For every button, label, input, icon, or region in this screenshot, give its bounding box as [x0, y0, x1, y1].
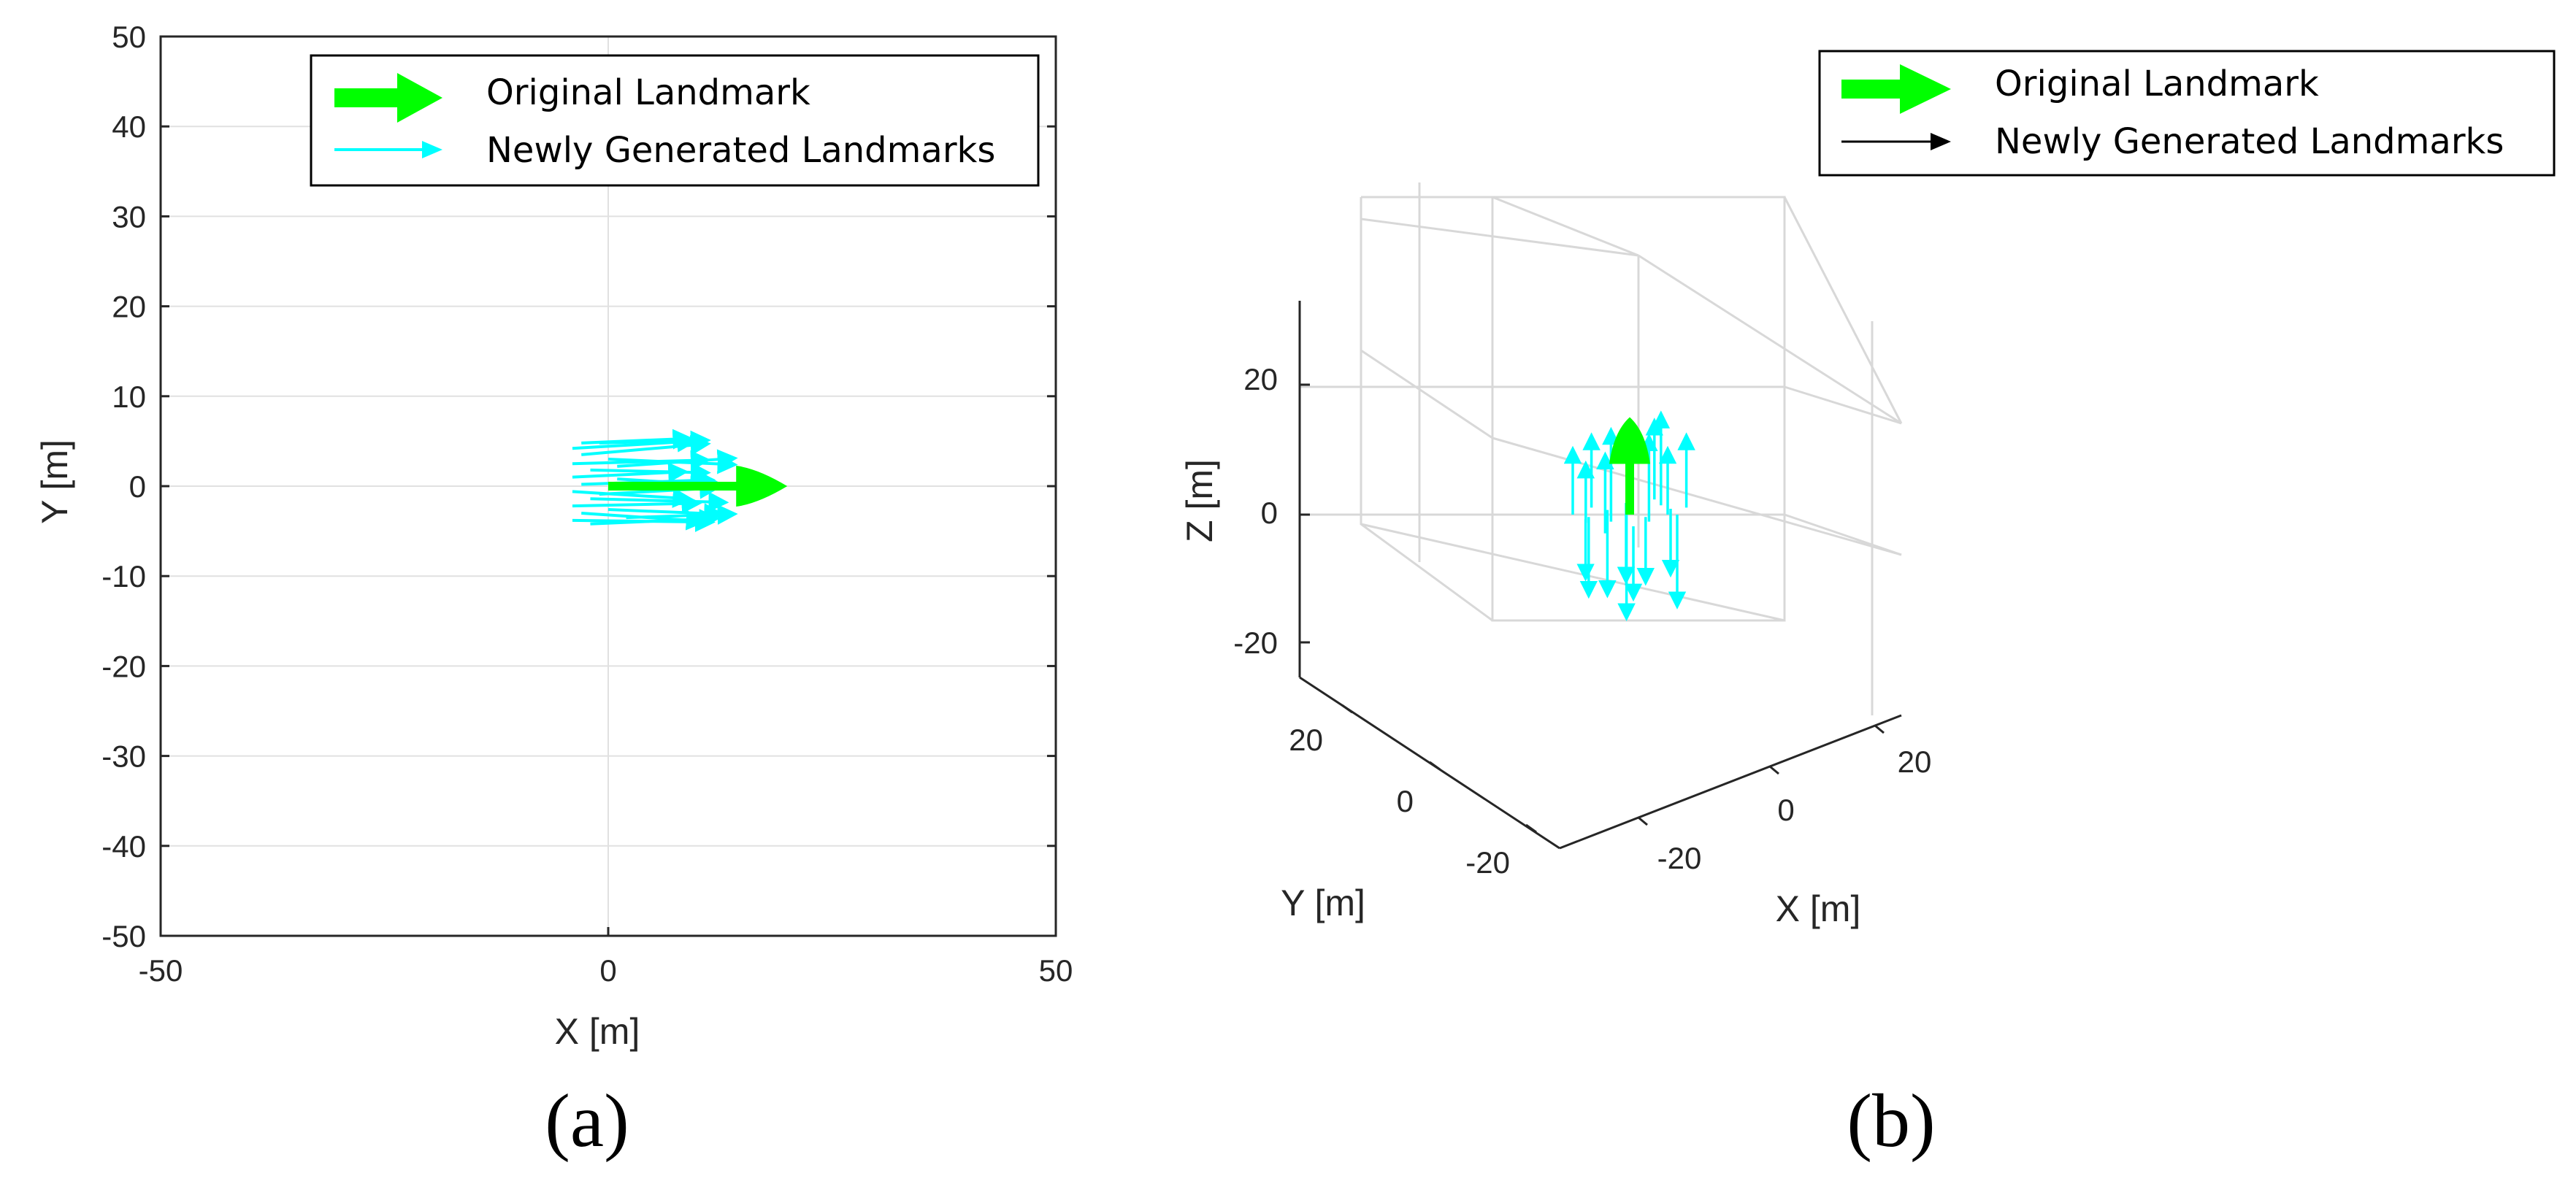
legend-box-a — [310, 54, 1040, 187]
legend-swatch-original-b — [1841, 64, 1951, 114]
legend-label-generated-b: Newly Generated Landmarks — [1995, 121, 2504, 162]
xlabel-a: X [m] — [555, 1011, 640, 1052]
ylabel-a: Y [m] — [34, 439, 75, 524]
legend-swatch-generated-a — [334, 141, 442, 158]
y-tick-label: -20 — [1465, 845, 1510, 880]
original-landmark-arrowhead — [1609, 417, 1650, 464]
y-tick-label: 10 — [112, 380, 146, 414]
panel-label-b: (b) — [1847, 1079, 1935, 1163]
z-tick-label: 0 — [1261, 496, 1278, 530]
y-tick-label: -20 — [101, 649, 146, 683]
y-tick-label: 0 — [129, 469, 146, 504]
y-tick-label: 20 — [1289, 723, 1323, 757]
y-tick-label: 20 — [112, 290, 146, 324]
generated-landmark-arrow — [572, 493, 702, 514]
axes-box-a — [159, 35, 1057, 937]
z-tick-label: -20 — [1233, 626, 1278, 660]
y-tick-label: -50 — [101, 919, 146, 953]
ylabel-b: Y [m] — [1281, 883, 1365, 923]
original-landmark-arrowhead — [736, 466, 788, 507]
y-tick-label: 30 — [112, 199, 146, 234]
x-tick-label: 20 — [1898, 745, 1932, 779]
generated-landmark-arrow — [581, 428, 694, 450]
generated-landmark-arrow — [626, 504, 738, 525]
legend-a: Original Landmark Newly Generated Landma… — [310, 54, 1040, 187]
quiver-a — [572, 428, 788, 532]
y-tick-label: -10 — [101, 559, 146, 593]
generated-landmark-arrow — [572, 462, 689, 483]
x-tick-label: 0 — [599, 953, 616, 988]
generated-landmark-arrow — [590, 491, 729, 512]
axes-3d-b — [1298, 301, 1902, 850]
y-tick-label: -30 — [101, 739, 146, 774]
y-tick-label: 0 — [1397, 784, 1414, 818]
legend-label-original-b: Original Landmark — [1995, 64, 2319, 104]
y-tick-label: 40 — [112, 109, 146, 144]
x-tick-label: 0 — [1777, 793, 1794, 827]
legend-b: Original Landmark Newly Generated Landma… — [1818, 50, 2556, 177]
generated-landmark-arrow — [617, 449, 738, 470]
ticks-a: 50 40 30 20 10 0 -10 -20 -30 -40 -50-50 0 50 — [101, 20, 1073, 988]
legend-label-generated-a: Newly Generated Landmarks — [486, 130, 995, 171]
grid-3d-b — [1300, 182, 1903, 715]
zlabel-b: Z [m] — [1179, 459, 1220, 542]
generated-landmark-arrow — [590, 509, 721, 530]
legend-label-original-a: Original Landmark — [486, 72, 810, 113]
legend-swatch-generated-b — [1841, 133, 1951, 150]
y-tick-label: 50 — [112, 20, 146, 54]
panel-label-a: (a) — [545, 1079, 629, 1163]
x-tick-label: -50 — [139, 953, 183, 988]
chart-b: 20 0 -20 20 0 -20 -20 0 20 X [m] Y [m] Z… — [1179, 50, 2556, 1163]
legend-box-b — [1818, 50, 2556, 177]
x-tick-label: 50 — [1039, 953, 1073, 988]
generated-landmark-arrow — [572, 487, 694, 508]
chart-a: 50 40 30 20 10 0 -10 -20 -30 -40 -50-50 0 50 X [m] Y… — [34, 20, 1073, 1163]
ticks-3d-b: 20 0 -20 20 0 -20 -20 0 20 — [1233, 362, 1931, 880]
legend-swatch-original-a — [334, 73, 442, 123]
y-tick-label: -40 — [101, 829, 146, 864]
xlabel-b: X [m] — [1776, 888, 1861, 929]
quiver-b — [1563, 410, 1695, 622]
z-tick-label: 20 — [1243, 362, 1278, 396]
x-tick-label: -20 — [1657, 841, 1702, 875]
